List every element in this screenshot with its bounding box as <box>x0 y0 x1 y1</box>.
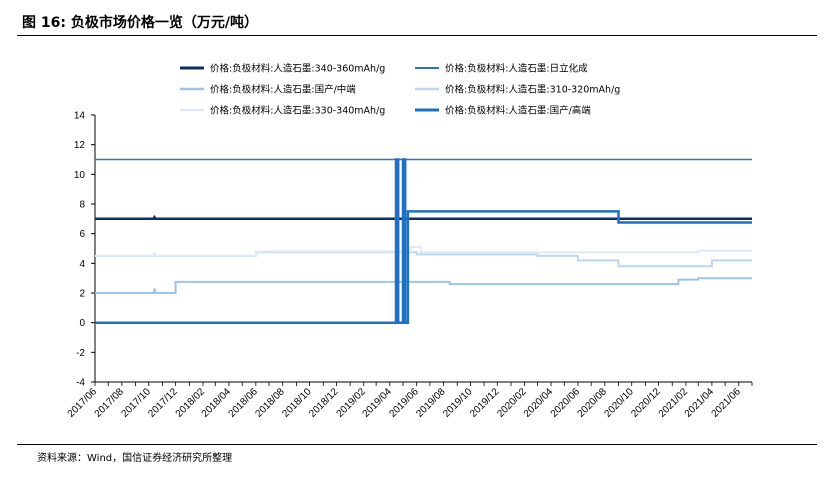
legend: 价格:负极材料:人造石墨:340-360mAh/g 价格:负极材料:人造石墨:日立… <box>180 63 620 117</box>
legend-label-4: 价格:负极材料:人造石墨:310-320mAh/g <box>445 84 620 96</box>
legend-label-5: 价格:负极材料:人造石墨:330-340mAh/g <box>210 105 385 117</box>
series-line-3 <box>95 277 752 294</box>
y-tick-label: 6 <box>79 229 85 240</box>
title-bar <box>17 8 817 36</box>
y-tick-label: 0 <box>79 318 85 329</box>
y-tick-label: 2 <box>79 289 85 300</box>
x-tick-label: 2017/12 <box>146 386 180 420</box>
x-tick-label: 2020/12 <box>629 386 663 420</box>
legend-label-2: 价格:负极材料:人造石墨:日立化成 <box>445 63 588 75</box>
source-note: 资料来源：Wind，国信证券经济研究所整理 <box>37 453 233 464</box>
legend-label-6: 价格:负极材料:人造石墨:国产/高端 <box>445 105 591 117</box>
legend-label-1: 价格:负极材料:人造石墨:340-360mAh/g <box>210 63 385 75</box>
y-tick-label: 10 <box>74 170 86 181</box>
series-line-5 <box>95 246 752 257</box>
legend-label-3: 价格:负极材料:人造石墨:国产/中端 <box>210 84 356 96</box>
figure-title: 图 16: 负极市场价格一览（万元/吨） <box>22 15 258 31</box>
series-line-1 <box>95 214 752 221</box>
y-tick-label: 14 <box>74 111 86 122</box>
series-line-6 <box>95 158 752 324</box>
y-tick-label: 4 <box>79 259 85 270</box>
x-tick-label: 2021/06 <box>710 386 744 420</box>
series-group <box>95 158 752 324</box>
y-tick-label: -2 <box>76 348 85 359</box>
x-tick-label: 2019/12 <box>468 386 502 420</box>
y-tick-label: 8 <box>79 200 85 211</box>
y-tick-label: -4 <box>76 378 85 389</box>
bottom-rule <box>17 444 817 445</box>
series-line-4 <box>95 251 752 268</box>
y-tick-label: 12 <box>74 140 86 151</box>
x-tick-label: 2018/12 <box>307 386 341 420</box>
